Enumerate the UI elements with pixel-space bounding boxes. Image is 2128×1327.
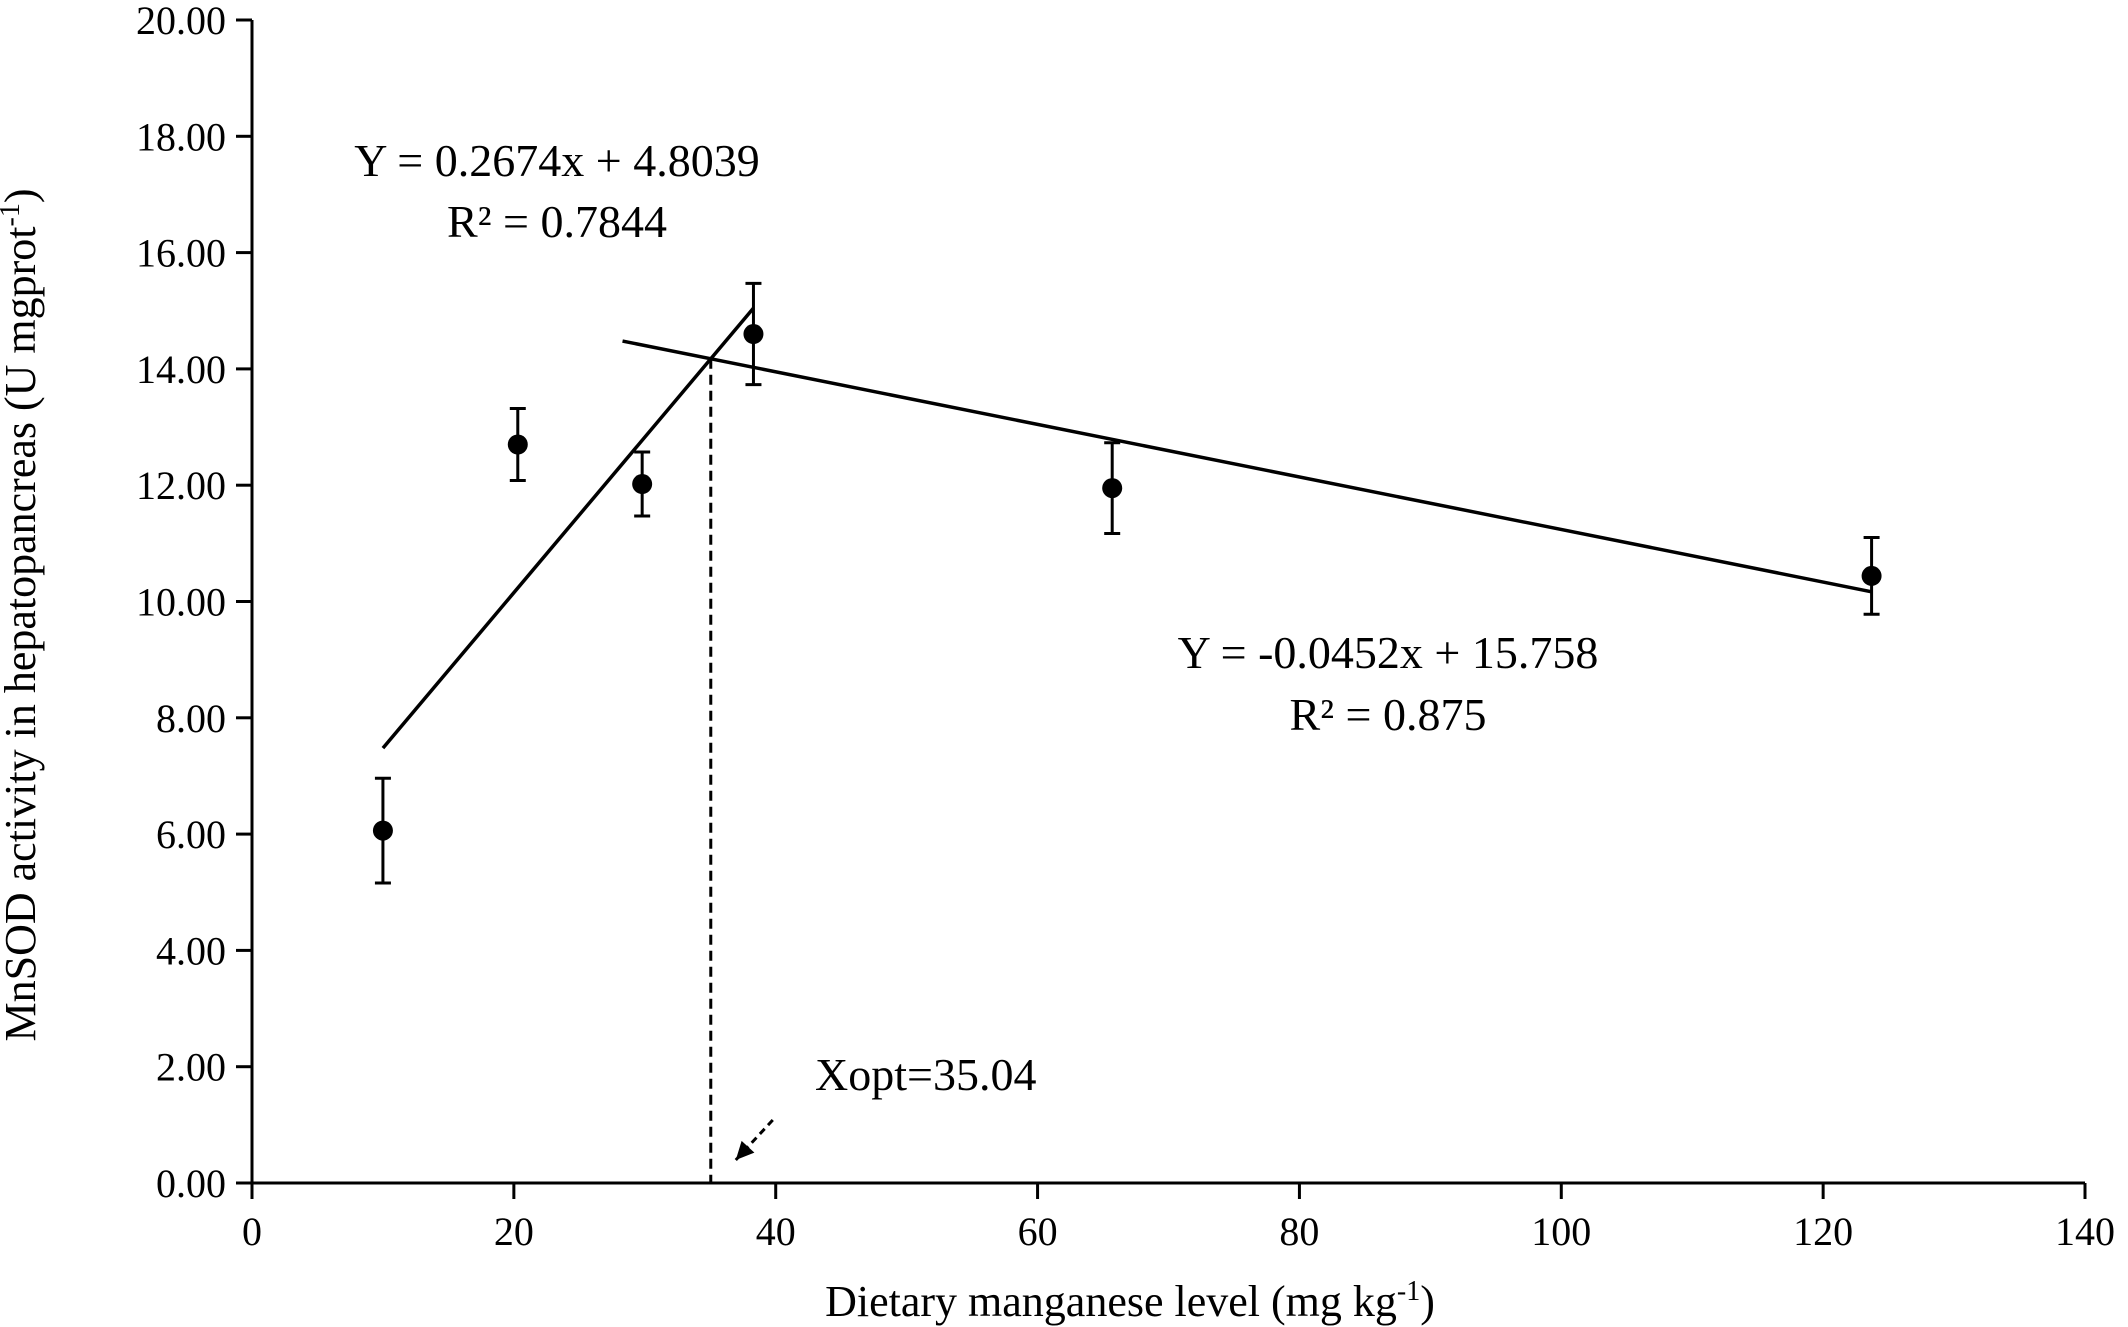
x-tick-label: 60 [1018, 1209, 1058, 1254]
y-tick-label: 20.00 [136, 0, 226, 43]
y-axis-title-sup: -1 [0, 203, 26, 226]
fit-line [381, 306, 755, 750]
x-axis-ticks: 0 20 40 60 80 100 120 140 [242, 1183, 2115, 1254]
xopt-label: Xopt=35.04 [815, 1049, 1036, 1100]
r-squared-1: R² = 0.7844 [447, 196, 667, 247]
y-axis-title-main: MnSOD activity in hepatopancreas (U mgpr… [0, 226, 45, 1041]
fit-line [622, 339, 1872, 594]
data-point [1102, 478, 1123, 499]
data-point [507, 434, 528, 455]
x-axis-title: Dietary manganese level (mg kg-1) [825, 1276, 1435, 1326]
y-tick-label: 16.00 [136, 231, 226, 276]
x-axis-title-end: ) [1420, 1277, 1435, 1326]
data-point [632, 474, 653, 495]
y-axis-ticks: 0.00 2.00 4.00 6.00 8.00 10.00 12.00 14.00 16.00… [136, 0, 252, 1206]
y-tick-label: 2.00 [156, 1045, 226, 1090]
y-tick-label: 8.00 [156, 696, 226, 741]
y-tick-label: 14.00 [136, 347, 226, 392]
x-axis-title-sup: -1 [1397, 1276, 1420, 1307]
x-tick-label: 140 [2055, 1209, 2115, 1254]
data-point [1861, 565, 1882, 586]
x-axis-title-main: Dietary manganese level (mg kg [825, 1277, 1397, 1326]
xopt-marker [709, 358, 774, 1183]
axes [250, 20, 2085, 1185]
data-points [372, 324, 1882, 841]
y-tick-label: 10.00 [136, 580, 226, 625]
x-tick-label: 100 [1531, 1209, 1591, 1254]
data-point [743, 324, 764, 345]
y-tick-label: 12.00 [136, 463, 226, 508]
x-tick-label: 80 [1279, 1209, 1319, 1254]
equation-2: Y = -0.0452x + 15.758 [1178, 627, 1599, 678]
y-axis-title: MnSOD activity in hepatopancreas (U mgpr… [0, 188, 45, 1041]
data-point [372, 820, 393, 841]
y-tick-label: 0.00 [156, 1161, 226, 1206]
r-squared-2: R² = 0.875 [1290, 689, 1487, 740]
y-tick-label: 4.00 [156, 928, 226, 973]
x-tick-label: 20 [494, 1209, 534, 1254]
xopt-arrow-line [734, 1118, 774, 1162]
x-tick-label: 120 [1793, 1209, 1853, 1254]
x-tick-label: 0 [242, 1209, 262, 1254]
y-axis-title-end: ) [0, 188, 45, 203]
error-bars [374, 281, 1880, 885]
y-tick-label: 6.00 [156, 812, 226, 857]
equation-1: Y = 0.2674x + 4.8039 [354, 135, 759, 186]
xopt-arrow-head [735, 1140, 755, 1160]
fit-lines [381, 306, 1872, 750]
x-tick-label: 40 [756, 1209, 796, 1254]
y-tick-label: 18.00 [136, 114, 226, 159]
